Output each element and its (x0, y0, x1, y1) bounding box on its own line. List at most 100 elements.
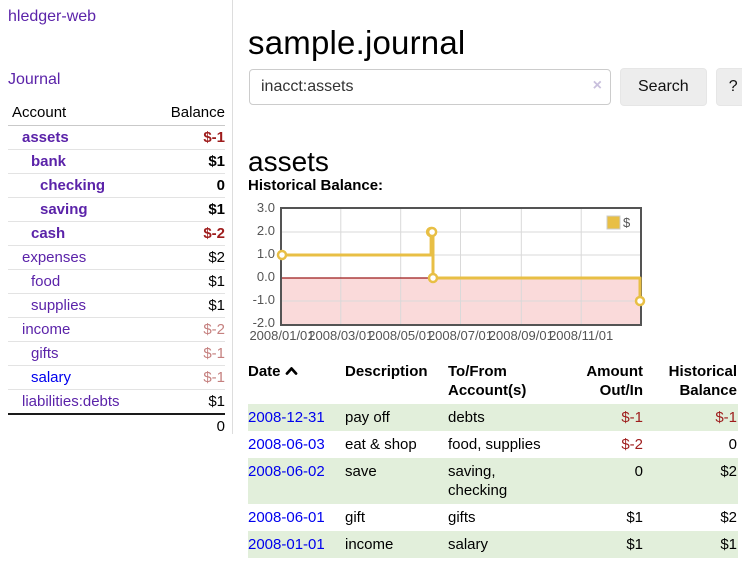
amount-cell: $1 (626, 509, 643, 526)
date-cell: 2008-06-03 (248, 431, 345, 458)
account-link-food[interactable]: food (31, 273, 61, 290)
sidebar-account-row: food $1 (8, 269, 225, 293)
search-form: × Search ? (249, 68, 742, 106)
date-cell: 2008-01-01 (248, 531, 345, 558)
sidebar-item-journal[interactable]: Journal (8, 71, 61, 88)
accounts-total-balance: 0 (216, 417, 225, 435)
account-link-gifts[interactable]: gifts (31, 345, 59, 362)
amount-cell: $-1 (621, 409, 643, 426)
y-axis-tick-label: 3.0 (256, 200, 275, 215)
sidebar-account-row: salary $-1 (8, 365, 225, 389)
sidebar-account-row: expenses $2 (8, 245, 225, 269)
x-axis-tick-label: 2008/11/01 (549, 328, 614, 343)
date-cell: 2008-12-31 (248, 404, 345, 431)
balance-cell: $1 (720, 536, 737, 553)
account-balance: $1 (208, 153, 225, 170)
y-axis-tick-label: -1.0 (252, 292, 275, 307)
sidebar-account-row: cash $-2 (8, 221, 225, 245)
sidebar-divider (232, 0, 233, 434)
balance-cell: 0 (728, 436, 737, 453)
account-link-salary[interactable]: salary (31, 369, 72, 386)
sidebar-account-row: gifts $-1 (8, 341, 225, 365)
x-axis-tick-label: 2008/07/01 (427, 328, 494, 343)
account-link-supplies[interactable]: supplies (31, 297, 87, 314)
balance-cell: $2 (720, 463, 737, 480)
amount-cell: 0 (634, 463, 643, 480)
accounts-table-header: Account Balance (8, 102, 225, 126)
date-cell: 2008-06-01 (248, 504, 345, 531)
balance-cell: $2 (720, 509, 737, 526)
accounts-rows: assets $-1 bank $1 checking 0 saving $1 cash $-2 e… (8, 126, 225, 413)
search-button[interactable]: Search (620, 68, 707, 106)
sidebar-account-row: supplies $1 (8, 293, 225, 317)
accounts-cell: food, supplies (448, 436, 541, 453)
chart-legend: $ (606, 215, 631, 230)
account-balance: $1 (208, 393, 225, 410)
x-axis-tick-label: 2008/09/01 (488, 328, 554, 343)
account-balance: $-2 (203, 225, 225, 242)
account-link-liabilities-debts[interactable]: liabilities:debts (22, 393, 120, 410)
sidebar-account-row: liabilities:debts $1 (8, 389, 225, 413)
chart-title: Historical Balance: (248, 177, 384, 194)
amount-cell: $-2 (621, 436, 643, 453)
accounts-table: Account Balance assets $-1 bank $1 checking 0… (8, 102, 225, 437)
column-header-amount: Amount Out/In (586, 363, 643, 399)
x-axis-tick-label: 2008/01/01 (249, 328, 315, 343)
account-link-assets[interactable]: assets (22, 129, 69, 146)
brand-link[interactable]: hledger-web (8, 8, 97, 25)
x-axis-tick-label: 2008/05/01 (368, 328, 434, 343)
sidebar-account-row: checking 0 (8, 173, 225, 197)
account-balance: $1 (208, 201, 225, 218)
date-link[interactable]: 2008-01-01 (248, 536, 325, 553)
account-link-income[interactable]: income (22, 321, 71, 338)
column-header-date[interactable]: Date (248, 358, 345, 404)
description-cell: pay off (345, 409, 390, 426)
help-button[interactable]: ? (715, 68, 742, 106)
description-cell: gift (345, 509, 366, 526)
sidebar-account-row: income $-2 (8, 317, 225, 341)
date-link[interactable]: 2008-06-03 (248, 436, 325, 453)
column-header-accounts: To/From Account(s) (448, 363, 527, 399)
amount-cell: $1 (626, 536, 643, 553)
main-content: sample.journal × Search ? assets Histori… (248, 0, 742, 582)
account-link-cash[interactable]: cash (31, 225, 66, 242)
y-axis-tick-label: 0.0 (256, 269, 275, 284)
account-link-checking[interactable]: checking (40, 177, 106, 194)
accounts-cell: debts (448, 409, 485, 426)
search-input[interactable] (249, 69, 611, 105)
date-link[interactable]: 2008-12-31 (248, 409, 325, 426)
account-balance: $-1 (203, 369, 225, 386)
clear-search-icon[interactable]: × (592, 77, 602, 94)
table-row: 2008-01-01 income salary $1 $1 (248, 531, 738, 558)
accounts-cell: gifts (448, 509, 476, 526)
description-cell: eat & shop (345, 436, 417, 453)
column-header-description: Description (345, 363, 428, 380)
svg-text:$: $ (623, 215, 631, 230)
date-link[interactable]: 2008-06-01 (248, 509, 325, 526)
account-balance: $1 (208, 273, 225, 290)
register-table: Date Description To/From Account(s) Amou… (248, 358, 738, 558)
date-link[interactable]: 2008-06-02 (248, 463, 325, 480)
date-header-label: Date (248, 363, 281, 380)
historical-balance-chart: 3.0 2.0 1.0 0.0 -1.0 -2.0 $ 2008/01/01 2008/03… (243, 200, 742, 345)
accounts-cell: salary (448, 536, 489, 553)
chart-plot-area: $ (276, 207, 646, 326)
sidebar-account-row: bank $1 (8, 149, 225, 173)
accounts-cell: saving, checking (448, 463, 508, 499)
accounts-header-account: Account (12, 104, 67, 121)
register-header-row: Date Description To/From Account(s) Amou… (248, 358, 738, 404)
account-balance: 0 (216, 177, 225, 194)
account-heading: assets (248, 146, 329, 178)
page-title: sample.journal (248, 24, 466, 62)
account-link-saving[interactable]: saving (40, 201, 88, 218)
description-cell: save (345, 463, 377, 480)
account-link-expenses[interactable]: expenses (22, 249, 87, 266)
account-balance: $-1 (203, 129, 225, 146)
description-cell: income (345, 536, 394, 553)
date-cell: 2008-06-02 (248, 458, 345, 504)
table-row: 2008-12-31 pay off debts $-1 $-1 (248, 404, 738, 431)
account-link-bank[interactable]: bank (31, 153, 67, 170)
sidebar: hledger-web Journal Account Balance asse… (0, 0, 233, 582)
account-balance: $2 (208, 249, 225, 266)
x-axis-tick-label: 2008/03/01 (308, 328, 374, 343)
